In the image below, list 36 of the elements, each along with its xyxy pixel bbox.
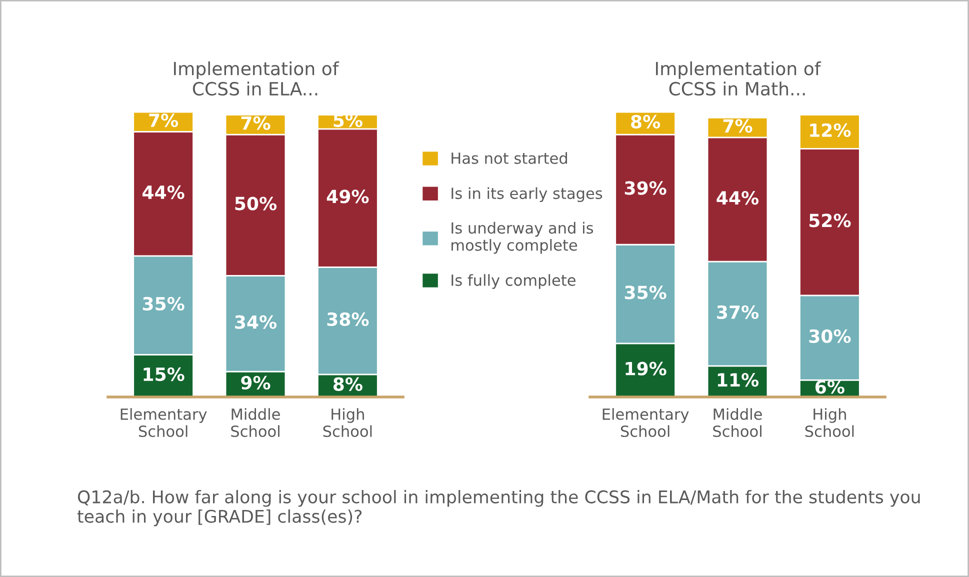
x-tick-label: Elementary School — [602, 408, 689, 438]
legend-label: Is underway and is mostly complete — [452, 222, 594, 254]
data-label: 39% — [624, 181, 666, 195]
chart-title: Implementation of CCSS in ELA... — [174, 61, 340, 96]
data-label: 34% — [235, 315, 277, 329]
chart-title: Implementation of CCSS in Math... — [656, 61, 822, 96]
x-tick-label: High School — [805, 408, 854, 438]
x-tick-label: Middle School — [231, 408, 280, 438]
data-label: 15% — [144, 367, 184, 382]
data-label: 49% — [326, 190, 369, 204]
legend-label: Is fully complete — [452, 274, 576, 289]
x-tick-label: Elementary School — [120, 408, 207, 438]
text: Q12a/b. How far along is your school in implementing the CCSS in ELA/Math for the students you teach in your [GRADE] class(es)? — [77, 490, 920, 526]
data-label: 19% — [626, 362, 666, 376]
data-label: 52% — [809, 214, 851, 228]
legend-label: Is in its early stages — [452, 187, 602, 202]
data-label: 11% — [718, 373, 759, 387]
data-label: 35% — [142, 296, 184, 311]
x-tick-label: Middle School — [713, 408, 762, 438]
data-label: 44% — [142, 185, 184, 200]
data-label: 9% — [241, 376, 270, 390]
data-label: 35% — [624, 286, 666, 300]
data-label: 50% — [235, 196, 277, 210]
data-label: 38% — [327, 312, 369, 326]
data-label: 7% — [723, 119, 752, 133]
data-label: 8% — [333, 377, 362, 391]
x-tick-label: High School — [323, 408, 372, 438]
data-label: 12% — [810, 123, 851, 137]
data-label: 44% — [716, 191, 759, 205]
data-label: 30% — [809, 329, 851, 343]
data-label: 7% — [241, 116, 270, 130]
legend-label: Has not started — [452, 152, 567, 164]
data-label: 8% — [631, 114, 660, 129]
data-label: 6% — [815, 380, 844, 394]
data-label: 7% — [149, 113, 178, 128]
data-label: 37% — [717, 305, 759, 319]
